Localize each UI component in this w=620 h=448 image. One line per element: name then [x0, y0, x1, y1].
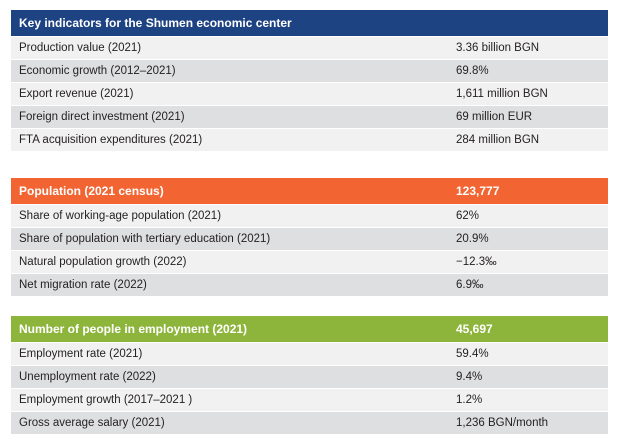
section-value: 123,777: [456, 184, 500, 198]
table-row: Unemployment rate (2022) 9.4%: [11, 365, 608, 388]
row-label: Share of working-age population (2021): [19, 210, 222, 222]
row-value: 6.9‰: [456, 279, 484, 291]
row-label: Share of population with tertiary educat…: [19, 233, 271, 245]
table-row: Employment rate (2021) 59.4%: [11, 342, 608, 365]
table-row: Employment growth (2017–2021 ) 1.2%: [11, 388, 608, 411]
section-title: Population (2021 census): [19, 184, 164, 198]
row-label: Unemployment rate (2022): [19, 371, 156, 383]
section-header: Key indicators for the Shumen economic c…: [11, 10, 608, 36]
row-value: −12.3‰: [456, 256, 497, 268]
row-value: 9.4%: [456, 371, 483, 383]
row-value: 284 million BGN: [456, 134, 540, 146]
section-rows: Production value (2021) 3.36 billion BGN…: [11, 36, 608, 151]
table-row: FTA acquisition expenditures (2021) 284 …: [11, 128, 608, 151]
row-label: Export revenue (2021): [19, 88, 134, 100]
table-row: Share of working-age population (2021) 6…: [11, 204, 608, 227]
row-label: Economic growth (2012–2021): [19, 65, 176, 77]
section-key-indicators: Key indicators for the Shumen economic c…: [11, 10, 608, 151]
section-header: Population (2021 census) 123,777: [11, 178, 608, 204]
section-rows: Share of working-age population (2021) 6…: [11, 204, 608, 296]
table-row: Production value (2021) 3.36 billion BGN: [11, 36, 608, 59]
section-employment: Number of people in employment (2021) 45…: [11, 316, 608, 434]
table-row: Net migration rate (2022) 6.9‰: [11, 273, 608, 296]
section-value: 45,697: [456, 322, 493, 336]
row-value: 20.9%: [456, 233, 489, 245]
section-rows: Employment rate (2021) 59.4% Unemploymen…: [11, 342, 608, 434]
section-title: Key indicators for the Shumen economic c…: [19, 16, 292, 30]
row-value: 62%: [456, 210, 480, 222]
section-title: Number of people in employment (2021): [19, 322, 248, 336]
table-row: Export revenue (2021) 1,611 million BGN: [11, 82, 608, 105]
row-label: Natural population growth (2022): [19, 256, 187, 268]
row-value: 1,236 BGN/month: [456, 417, 549, 429]
section-population: Population (2021 census) 123,777 Share o…: [11, 178, 608, 296]
row-value: 3.36 billion BGN: [456, 42, 540, 54]
table-row: Gross average salary (2021) 1,236 BGN/mo…: [11, 411, 608, 434]
row-label: Employment growth (2017–2021 ): [19, 394, 193, 406]
row-label: Employment rate (2021): [19, 348, 143, 360]
row-label: Gross average salary (2021): [19, 417, 165, 429]
row-value: 69 million EUR: [456, 111, 533, 123]
section-header: Number of people in employment (2021) 45…: [11, 316, 608, 342]
row-label: Net migration rate (2022): [19, 279, 147, 291]
row-label: FTA acquisition expenditures (2021): [19, 134, 203, 146]
row-value: 1.2%: [456, 394, 483, 406]
row-value: 1,611 million BGN: [456, 88, 548, 100]
table-row: Share of population with tertiary educat…: [11, 227, 608, 250]
table-row: Economic growth (2012–2021) 69.8%: [11, 59, 608, 82]
table-row: Foreign direct investment (2021) 69 mill…: [11, 105, 608, 128]
row-value: 69.8%: [456, 65, 489, 77]
row-label: Production value (2021): [19, 42, 142, 54]
table-row: Natural population growth (2022) −12.3‰: [11, 250, 608, 273]
row-label: Foreign direct investment (2021): [19, 111, 185, 123]
row-value: 59.4%: [456, 348, 489, 360]
